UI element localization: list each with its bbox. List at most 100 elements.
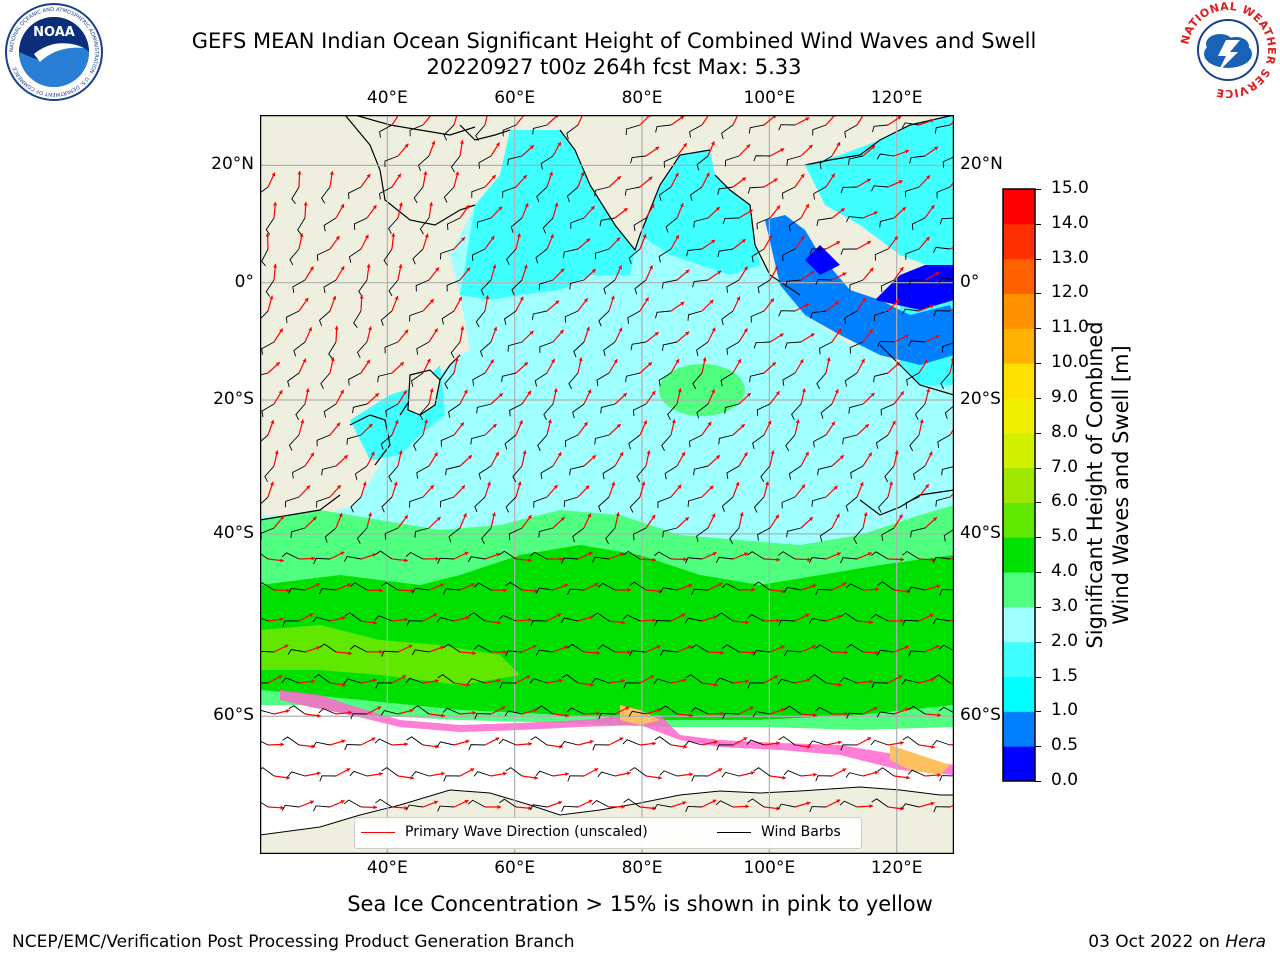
wave-direction-arrowhead [901, 207, 906, 212]
wave-direction-arrowhead [271, 172, 276, 177]
axis-tick-label: 0° [234, 271, 254, 292]
wind-barb [785, 434, 796, 452]
wave-direction-arrow [453, 115, 458, 126]
wind-barb [721, 771, 740, 778]
wind-barb [724, 155, 740, 167]
wave-direction-arrowhead [715, 207, 720, 211]
wave-direction-arrowhead [782, 589, 786, 594]
wave-direction-arrowhead [616, 237, 621, 242]
wave-direction-arrowhead [435, 267, 439, 272]
wind-barb [840, 744, 858, 751]
wave-direction-arrowhead [710, 141, 715, 146]
wave-direction-arrowhead [643, 420, 648, 425]
wave-direction-arrowhead [705, 172, 710, 177]
wind-barb [603, 341, 616, 357]
wind-barb [809, 674, 827, 684]
wave-direction-arrowhead [492, 264, 497, 269]
wind-barb [381, 650, 399, 657]
wind-barb [753, 341, 771, 349]
legend-wave-direction: Primary Wave Direction (unscaled) [405, 824, 648, 840]
wave-direction-arrowhead [937, 773, 941, 778]
wave-direction-arrowhead [441, 713, 445, 718]
wave-direction-arrowhead [930, 677, 935, 682]
wave-direction-arrowhead [771, 362, 776, 367]
wave-direction-arrowhead [925, 484, 929, 489]
wind-barb [871, 798, 889, 808]
colorbar-tick-mark [1035, 397, 1041, 399]
wave-direction-arrowhead [565, 713, 569, 718]
wind-barb [785, 279, 802, 288]
colorbar-frame [1002, 188, 1036, 782]
wind-barb [932, 739, 951, 746]
wind-barb [627, 310, 641, 324]
wind-barb [630, 155, 647, 164]
wave-direction-arrowhead [770, 298, 774, 303]
wave-direction-arrowhead [657, 708, 662, 713]
wind-barb [568, 372, 579, 390]
wind-barb [696, 403, 709, 419]
wind-barb [813, 186, 827, 200]
wave-direction-arrowhead [596, 711, 600, 716]
wind-barb [717, 186, 734, 195]
wind-barb [849, 279, 864, 291]
colorbar-segment [1003, 502, 1035, 538]
wind-barb [846, 712, 864, 719]
footer-date: 03 Oct 2022 on Hera [1088, 932, 1266, 952]
wave-direction-arrowhead [689, 772, 693, 777]
wave-direction-arrowhead [394, 296, 399, 301]
wind-barb [538, 527, 554, 538]
wind-barb [654, 620, 672, 627]
wind-barb [873, 372, 889, 383]
wind-barb [844, 372, 858, 387]
wave-direction-arrowhead [523, 264, 528, 269]
wind-barb [784, 650, 802, 657]
wind-barb [907, 769, 926, 777]
wind-barb [715, 677, 734, 684]
wave-direction-arrowhead [348, 710, 352, 715]
wind-barb [881, 527, 895, 541]
wind-barb [724, 403, 740, 414]
colorbar-tick-mark [1035, 189, 1041, 190]
wave-direction-arrowhead [528, 741, 532, 746]
wind-barb [468, 744, 486, 751]
wind-barb [722, 644, 740, 653]
wave-direction-arrowhead [368, 423, 373, 428]
wind-barb [505, 581, 523, 591]
wave-direction-arrowhead [671, 419, 676, 424]
wind-barb [448, 527, 461, 543]
wind-barb [752, 711, 771, 718]
wave-direction-arrowhead [491, 512, 496, 517]
wind-barb [840, 248, 858, 255]
wind-barb [260, 682, 269, 684]
wind-barb [436, 617, 455, 623]
noaa-logo: NATIONAL OCEANIC AND ATMOSPHERIC ADMINIS… [5, 3, 103, 101]
wind-barb [661, 279, 678, 289]
wave-direction-arrowhead [717, 270, 722, 275]
wave-direction-arrowhead [866, 241, 871, 245]
wind-barb [910, 527, 926, 538]
wave-direction-arrowhead [774, 675, 779, 679]
axis-tick-label: 20°S [960, 389, 1001, 409]
axis-tick-label: 100°E [743, 88, 796, 108]
wind-barb [781, 186, 796, 200]
wind-barb [720, 372, 734, 387]
wave-direction-arrowhead [368, 512, 373, 517]
wind-barb [343, 678, 362, 684]
wind-barb [443, 588, 461, 595]
wind-barb [375, 682, 393, 689]
wave-direction-arrowhead [560, 268, 565, 273]
wave-direction-arrowhead [330, 357, 335, 362]
wave-direction-arrowhead [813, 713, 817, 718]
wind-barb [628, 710, 647, 717]
wave-direction-arrowhead [712, 799, 717, 804]
wave-direction-arrowhead [702, 357, 707, 362]
wind-barb [287, 649, 306, 655]
wind-barb [812, 124, 827, 136]
wave-direction-arrowhead [836, 552, 841, 557]
wave-direction-arrowhead [311, 744, 315, 749]
wind-barb [693, 465, 709, 476]
wind-barb [323, 217, 337, 232]
wind-barb [260, 496, 269, 513]
wind-barb [840, 186, 858, 194]
wind-barb [535, 248, 548, 264]
